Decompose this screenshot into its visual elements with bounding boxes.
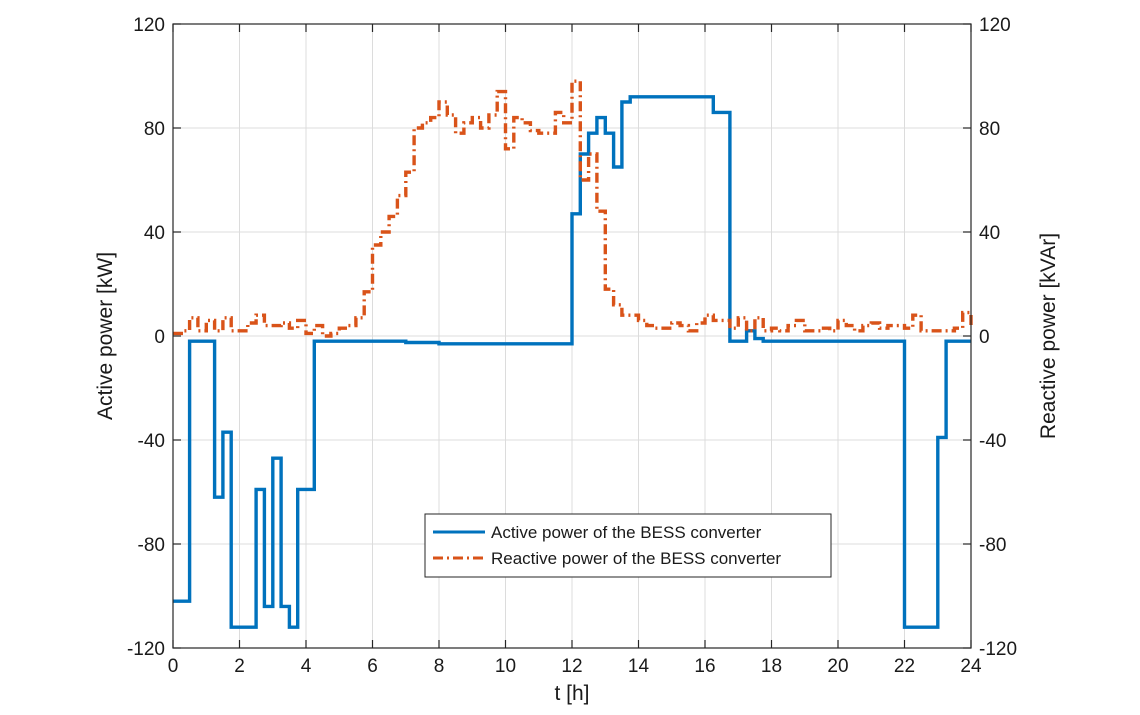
x-tick-label: 4 bbox=[301, 656, 312, 677]
legend-box bbox=[424, 513, 832, 578]
x-tick-label: 16 bbox=[694, 656, 715, 677]
x-axis-label: t [h] bbox=[554, 682, 589, 705]
series-line-active-power bbox=[173, 95, 971, 629]
y-right-tick-label: -80 bbox=[979, 535, 1006, 556]
y-right-tick-label: 80 bbox=[979, 119, 1000, 140]
legend-label-active-power: Active power of the BESS converter bbox=[491, 523, 762, 542]
x-tick-label: 10 bbox=[495, 656, 516, 677]
y-left-tick-label: 0 bbox=[154, 327, 165, 348]
y-right-tick-label: 120 bbox=[979, 15, 1011, 36]
y-axis-left-ticks: 120 80 40 0 -40 -80 -120 bbox=[127, 15, 181, 660]
x-tick-label: 0 bbox=[168, 656, 179, 677]
x-tick-label: 12 bbox=[561, 656, 582, 677]
x-tick-label: 6 bbox=[367, 656, 378, 677]
x-tick-label: 14 bbox=[628, 656, 650, 677]
x-tick-label: 22 bbox=[894, 656, 915, 677]
x-tick-label: 20 bbox=[827, 656, 848, 677]
y-left-tick-label: 40 bbox=[144, 223, 165, 244]
y-left-tick-label: 80 bbox=[144, 119, 165, 140]
y-left-tick-label: -40 bbox=[138, 431, 165, 452]
series-line-reactive-power bbox=[173, 79, 973, 338]
x-axis-ticks: 0 2 4 6 8 10 12 14 16 18 20 22 24 bbox=[168, 24, 982, 677]
y-axis-left-label: Active power [kW] bbox=[94, 252, 117, 420]
y-right-tick-label: -120 bbox=[979, 639, 1017, 660]
y-left-tick-label: -120 bbox=[127, 639, 165, 660]
y-axis-right-ticks: 120 80 40 0 -40 -80 -120 bbox=[963, 15, 1017, 660]
y-right-tick-label: 0 bbox=[979, 327, 990, 348]
y-right-tick-label: -40 bbox=[979, 431, 1006, 452]
y-axis-right-label: Reactive power [kVAr] bbox=[1037, 233, 1060, 439]
y-left-tick-label: -80 bbox=[138, 535, 165, 556]
y-left-tick-label: 120 bbox=[133, 15, 165, 36]
x-tick-label: 18 bbox=[761, 656, 782, 677]
x-tick-label: 8 bbox=[434, 656, 445, 677]
legend-label-reactive-power: Reactive power of the BESS converter bbox=[491, 549, 781, 568]
x-tick-label: 2 bbox=[234, 656, 245, 677]
legend: Active power of the BESS converter React… bbox=[424, 513, 832, 578]
x-tick-label: 24 bbox=[960, 656, 982, 677]
series-layer bbox=[173, 79, 973, 629]
y-right-tick-label: 40 bbox=[979, 223, 1000, 244]
